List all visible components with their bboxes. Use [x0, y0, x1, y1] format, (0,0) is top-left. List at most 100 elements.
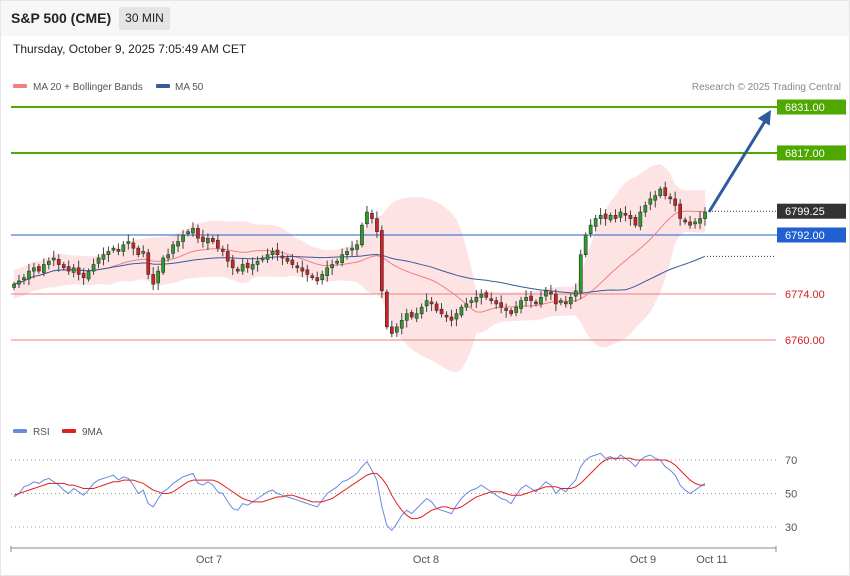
- bullish-candle-body: [270, 251, 275, 255]
- candle: [76, 260, 81, 281]
- bearish-candle-body: [603, 213, 608, 219]
- bullish-candle-body: [658, 188, 663, 196]
- bullish-candle-body: [404, 313, 409, 321]
- candle: [618, 208, 623, 223]
- price-level-tag: [777, 203, 846, 219]
- candle: [211, 235, 215, 245]
- bearish-candle-body: [66, 266, 71, 272]
- bearish-candle-body: [225, 251, 230, 262]
- candle: [365, 205, 369, 228]
- bearish-candle-body: [131, 242, 136, 249]
- candle: [628, 210, 633, 226]
- candle: [573, 283, 578, 303]
- bearish-candle-body: [315, 277, 320, 282]
- candle: [176, 234, 180, 253]
- bullish-candle-body: [51, 257, 56, 261]
- candle: [131, 237, 136, 256]
- bearish-candle-body: [295, 265, 300, 269]
- candle: [345, 247, 349, 260]
- x-tick-label: Oct 9: [630, 554, 656, 566]
- bearish-candle-body: [534, 301, 538, 305]
- candle: [360, 222, 364, 248]
- bullish-candle-body: [345, 251, 349, 255]
- candle: [509, 307, 514, 317]
- candle: [568, 293, 573, 309]
- bullish-candle-body: [618, 211, 623, 218]
- candle: [379, 225, 384, 298]
- candle: [325, 260, 330, 282]
- candle: [668, 193, 673, 204]
- price-level-tag: [777, 145, 846, 161]
- bearish-candle-body: [235, 268, 240, 272]
- bullish-candle-body: [350, 247, 354, 251]
- bearish-candle-body: [230, 259, 235, 269]
- bullish-candle-body: [161, 257, 166, 273]
- bullish-candle-body: [96, 257, 101, 264]
- bearish-candle-body: [429, 301, 434, 305]
- bullish-candle-body: [539, 296, 543, 305]
- bullish-candle-body: [340, 254, 345, 263]
- candle: [474, 290, 479, 309]
- candle: [310, 273, 315, 281]
- bearish-candle-body: [509, 310, 514, 315]
- bullish-candle-body: [703, 211, 707, 219]
- candle: [295, 262, 300, 273]
- bullish-candle-body: [608, 215, 613, 221]
- candle: [260, 255, 265, 263]
- bullish-candle-body: [181, 234, 185, 242]
- rsi-tick-label: 70: [785, 455, 797, 467]
- candle: [444, 311, 449, 322]
- candle: [350, 240, 354, 257]
- candle: [17, 274, 21, 288]
- bullish-candle-body: [693, 221, 697, 225]
- bullish-candle-body: [514, 306, 518, 313]
- candle: [688, 215, 692, 229]
- candle: [265, 248, 270, 264]
- bullish-candle-body: [474, 296, 479, 303]
- candle: [186, 229, 190, 237]
- bullish-candle-body: [360, 224, 364, 246]
- candle: [598, 208, 603, 225]
- bearish-candle-body: [409, 312, 414, 318]
- candle: [171, 241, 175, 259]
- candle: [603, 209, 608, 226]
- bullish-candle-body: [583, 234, 588, 256]
- candle: [81, 268, 86, 285]
- candle: [529, 291, 533, 308]
- bullish-candle-body: [320, 274, 325, 280]
- bearish-candle-body: [275, 249, 280, 256]
- candle: [703, 207, 707, 226]
- candle: [106, 246, 111, 262]
- candle: [484, 290, 489, 300]
- bearish-candle-body: [196, 228, 200, 239]
- price-level-label: 6792.00: [785, 230, 825, 242]
- candle: [563, 295, 568, 308]
- candle: [250, 257, 255, 276]
- ma50-legend-swatch: [156, 84, 170, 88]
- price-level-tag: [777, 227, 846, 243]
- candle: [206, 233, 210, 251]
- rsi-tick-label: 50: [785, 489, 797, 501]
- bearish-candle-body: [633, 217, 638, 226]
- bullish-candle-body: [240, 264, 245, 272]
- timeframe-selector[interactable]: 30 MIN: [119, 7, 170, 30]
- candle: [464, 297, 469, 311]
- bullish-candle-body: [121, 244, 126, 252]
- bullish-candle-body: [255, 260, 260, 265]
- bullish-candle-body: [91, 264, 96, 272]
- candle: [335, 258, 340, 266]
- candle: [230, 255, 235, 276]
- candle: [404, 308, 409, 328]
- candle: [419, 303, 424, 319]
- candle: [235, 266, 240, 274]
- rsi-legend-swatch: [13, 429, 27, 433]
- candle: [608, 212, 613, 223]
- bollinger-legend-swatch: [13, 84, 27, 88]
- rsi-line: [13, 452, 706, 532]
- candle: [693, 218, 697, 229]
- candle: [653, 190, 658, 208]
- bullish-candle-body: [643, 205, 648, 213]
- bearish-candle-body: [36, 266, 41, 272]
- bullish-candle-body: [653, 195, 658, 201]
